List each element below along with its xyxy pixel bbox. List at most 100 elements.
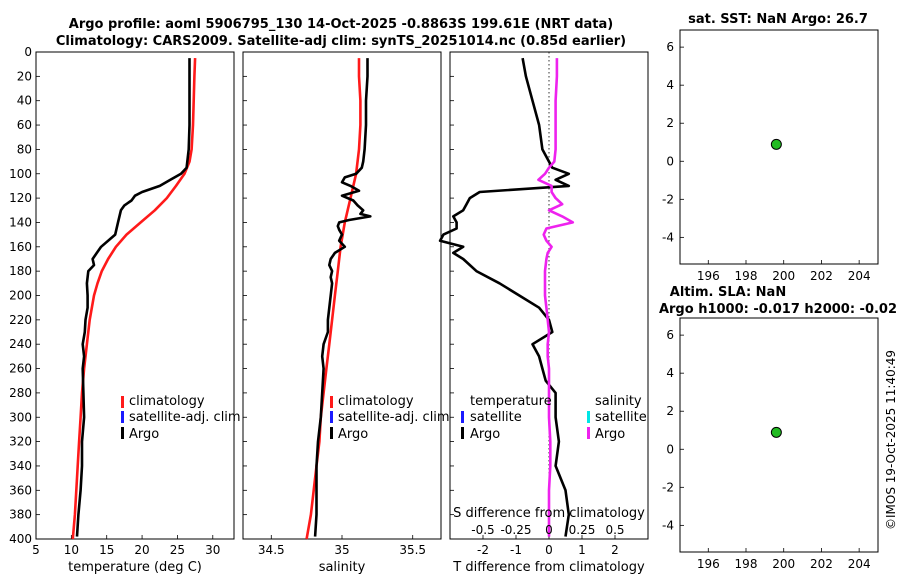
y-tick-label: 6 bbox=[666, 40, 674, 54]
depth-tick-label: 280 bbox=[9, 386, 32, 400]
series-line-salinity-argo bbox=[537, 58, 575, 537]
x-tick-label: 35 bbox=[334, 543, 349, 557]
difference-panel: -2 -1 0 1 2 T difference from climatology S … bbox=[438, 51, 649, 575]
salinity-legend: climatology satellite-adj. clim Argo bbox=[330, 394, 450, 442]
depth-tick-label: 40 bbox=[17, 94, 32, 108]
salinity-difference-ticks: -0.5 -0.25 0 0.25 0.5 bbox=[471, 523, 624, 537]
legend-label-satellite-adj: satellite-adj. clim bbox=[129, 410, 241, 425]
depth-tick-label: 180 bbox=[9, 264, 32, 278]
y-tick-label: 4 bbox=[666, 78, 674, 92]
sst-y-ticks: -4 -2 0 2 4 6 bbox=[662, 40, 684, 244]
salinity-difference-label: S difference from climatology bbox=[453, 506, 645, 521]
depth-tick-label: 220 bbox=[9, 313, 32, 327]
series-line-argo bbox=[75, 58, 191, 537]
legend-label-salinity-argo: Argo bbox=[595, 427, 625, 442]
salinity-x-ticks: 34.5 35 35.5 bbox=[243, 51, 426, 557]
depth-tick-label: 100 bbox=[9, 167, 32, 181]
depth-tick-label: 400 bbox=[9, 532, 32, 546]
depth-tick-label: 0 bbox=[24, 45, 32, 59]
y-tick-label: 0 bbox=[666, 154, 674, 168]
legend-swatch-argo bbox=[121, 427, 124, 439]
salinity-diff-tick-label: -0.25 bbox=[500, 523, 531, 537]
x-tick-label: 200 bbox=[772, 269, 795, 283]
x-tick-label: 204 bbox=[848, 269, 871, 283]
x-tick-label: 200 bbox=[772, 557, 795, 571]
sst-title: sat. SST: NaN Argo: 26.7 bbox=[688, 12, 868, 27]
x-tick-label: 35.5 bbox=[399, 543, 426, 557]
depth-tick-label: 120 bbox=[9, 191, 32, 205]
temperature-lines bbox=[71, 58, 197, 540]
depth-tick-label: 260 bbox=[9, 362, 32, 376]
sla-subtitle: Argo h1000: -0.017 h2000: -0.02 bbox=[659, 302, 897, 317]
legend-label-climatology: climatology bbox=[338, 394, 414, 409]
depth-tick-label: 80 bbox=[17, 142, 32, 156]
sla-y-ticks: -4 -2 0 2 4 6 bbox=[662, 328, 684, 532]
depth-tick-label: 380 bbox=[9, 508, 32, 522]
legend-swatch-satellite-adj bbox=[330, 411, 333, 423]
x-tick-label: -1 bbox=[510, 543, 522, 557]
x-tick-label: 202 bbox=[810, 557, 833, 571]
sla-x-ticks: 196 198 200 202 204 bbox=[697, 548, 871, 571]
legend-swatch-argo bbox=[330, 427, 333, 439]
x-tick-label: 10 bbox=[64, 543, 79, 557]
temperature-xlabel: temperature (deg C) bbox=[68, 560, 202, 575]
difference-xlabel: T difference from climatology bbox=[452, 560, 645, 575]
series-line-temperature-argo bbox=[438, 57, 571, 537]
temperature-x-ticks: 5 10 15 20 25 30 bbox=[32, 51, 220, 557]
legend-swatch-temperature-satellite bbox=[461, 411, 464, 423]
x-tick-label: 2 bbox=[611, 543, 619, 557]
y-tick-label: -4 bbox=[662, 230, 674, 244]
salinity-panel: 34.5 35 35.5 salinity climatology satellit… bbox=[242, 51, 450, 575]
y-tick-label: 6 bbox=[666, 328, 674, 342]
salinity-xlabel: salinity bbox=[319, 560, 366, 575]
depth-tick-label: 340 bbox=[9, 459, 32, 473]
difference-x-ticks: -2 -1 0 1 2 bbox=[450, 51, 619, 557]
salinity-axes-frame bbox=[242, 51, 442, 540]
depth-tick-label: 20 bbox=[17, 69, 32, 83]
temperature-legend: climatology satellite-adj. clim Argo bbox=[121, 394, 241, 442]
depth-tick-label: 60 bbox=[17, 118, 32, 132]
series-line-climatology bbox=[71, 58, 197, 540]
legend-swatch-climatology bbox=[330, 396, 333, 408]
legend-label-temperature-argo: Argo bbox=[470, 427, 500, 442]
figure-title-line1: Argo profile: aoml 5906795_130 14-Oct-20… bbox=[69, 17, 613, 32]
x-tick-label: 34.5 bbox=[258, 543, 285, 557]
x-tick-label: 196 bbox=[697, 557, 720, 571]
salinity-diff-tick-label: 0.25 bbox=[569, 523, 596, 537]
legend-label-satellite-adj: satellite-adj. clim bbox=[338, 410, 450, 425]
y-tick-label: 4 bbox=[666, 366, 674, 380]
x-tick-label: 202 bbox=[810, 269, 833, 283]
sla-points bbox=[770, 426, 782, 438]
depth-tick-label: 300 bbox=[9, 410, 32, 424]
depth-tick-label: 360 bbox=[9, 483, 32, 497]
legend-label-argo: Argo bbox=[338, 427, 368, 442]
x-tick-label: 25 bbox=[170, 543, 185, 557]
salinity-lines bbox=[305, 58, 372, 540]
difference-lines bbox=[438, 57, 575, 537]
depth-tick-label: 240 bbox=[9, 337, 32, 351]
legend-swatch-climatology bbox=[121, 396, 124, 408]
x-tick-label: 204 bbox=[848, 557, 871, 571]
argo-position-marker bbox=[770, 138, 782, 150]
y-tick-label: -2 bbox=[662, 192, 674, 206]
x-tick-label: 198 bbox=[735, 269, 758, 283]
x-tick-label: 30 bbox=[205, 543, 220, 557]
legend-title-salinity: salinity bbox=[595, 394, 642, 409]
legend-label-climatology: climatology bbox=[129, 394, 205, 409]
legend-label-argo: Argo bbox=[129, 427, 159, 442]
difference-legend: temperature salinity satellite Argo sate… bbox=[461, 394, 647, 442]
depth-tick-label: 140 bbox=[9, 215, 32, 229]
legend-label-salinity-satellite: satellite bbox=[595, 410, 647, 425]
x-tick-label: 0 bbox=[545, 543, 553, 557]
sla-panel: Altim. SLA: NaN Argo h1000: -0.017 h2000… bbox=[659, 285, 897, 571]
y-tick-label: -2 bbox=[662, 480, 674, 494]
depth-tick-label: 320 bbox=[9, 435, 32, 449]
figure-title-line2: Climatology: CARS2009. Satellite-adj cli… bbox=[56, 34, 626, 49]
legend-swatch-temperature-argo bbox=[461, 427, 464, 439]
y-tick-label: -4 bbox=[662, 518, 674, 532]
depth-tick-labels: 0 20 40 60 80 100 120 140 160 180 200 220 240 260 280 3… bbox=[9, 45, 32, 546]
y-tick-label: 2 bbox=[666, 404, 674, 418]
x-tick-label: 20 bbox=[134, 543, 149, 557]
depth-tick-label: 160 bbox=[9, 240, 32, 254]
